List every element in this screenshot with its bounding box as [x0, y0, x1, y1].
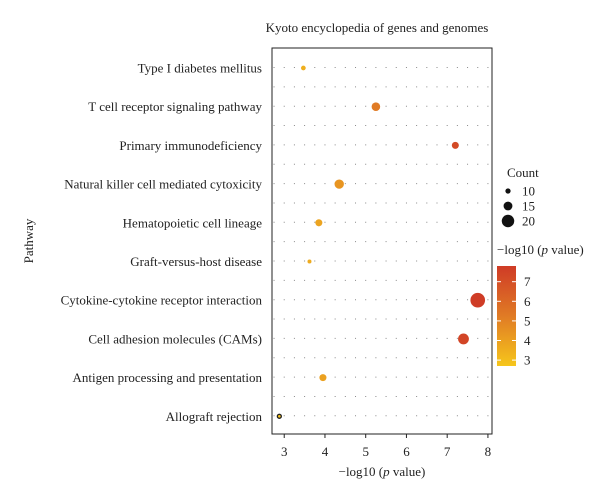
y-tick-labels: Type I diabetes mellitus T cell receptor …	[61, 61, 263, 424]
size-legend-circle	[503, 201, 513, 211]
data-point	[315, 219, 323, 227]
color-legend: −log10 (p value) 7 6 5 4 3	[497, 242, 584, 368]
y-tick-label: Cell adhesion molecules (CAMs)	[88, 331, 262, 346]
data-point	[334, 179, 344, 189]
y-tick-label: Allograft rejection	[166, 409, 263, 424]
y-tick-label: T cell receptor signaling pathway	[88, 99, 262, 114]
data-point	[300, 65, 306, 71]
data-point	[307, 259, 312, 264]
x-tick-label: 6	[403, 444, 410, 459]
y-tick-label: Type I diabetes mellitus	[138, 61, 262, 76]
data-point	[470, 292, 486, 308]
colorbar-tick-label: 4	[524, 333, 531, 348]
data-points	[276, 65, 486, 419]
colorbar-tick-label: 5	[524, 313, 531, 328]
y-tick-label: Hematopoietic cell lineage	[123, 215, 263, 230]
y-tick-label: Cytokine-cytokine receptor interaction	[61, 293, 263, 308]
color-legend-title: −log10 (p value)	[497, 242, 584, 257]
plot-frame	[271, 47, 493, 435]
y-axis-label: Pathway	[21, 218, 36, 263]
x-tick-labels: 3 4 5 6 7 8	[281, 434, 491, 459]
x-tick-label: 5	[362, 444, 369, 459]
chart-title: Kyoto encyclopedia of genes and genomes	[266, 20, 489, 35]
size-legend-label: 10	[522, 184, 535, 199]
colorbar	[497, 266, 516, 366]
size-legend-circle	[505, 188, 511, 194]
y-tick-label: Natural killer cell mediated cytoxicity	[64, 177, 262, 192]
x-tick-label: 7	[444, 444, 451, 459]
data-point	[276, 413, 282, 419]
size-legend-label: 15	[522, 199, 535, 214]
x-axis-label: −log10 (p value)	[339, 464, 426, 479]
y-tick-label: Antigen processing and presentation	[72, 370, 262, 385]
size-legend-title: Count	[507, 165, 539, 180]
data-point	[371, 102, 381, 111]
size-legend-label: 20	[522, 214, 535, 229]
x-tick-label: 3	[281, 444, 288, 459]
colorbar-tick-label: 7	[524, 274, 531, 289]
y-tick-label: Graft-versus-host disease	[130, 254, 262, 269]
x-tick-label: 4	[322, 444, 329, 459]
x-tick-label: 8	[485, 444, 492, 459]
data-point	[319, 374, 327, 382]
colorbar-tick-label: 6	[524, 294, 531, 309]
size-legend-circle	[501, 214, 515, 228]
data-point	[458, 333, 469, 345]
colorbar-tick-label: 3	[524, 353, 531, 368]
data-point	[451, 141, 459, 149]
y-tick-label: Primary immunodeficiency	[119, 138, 262, 153]
